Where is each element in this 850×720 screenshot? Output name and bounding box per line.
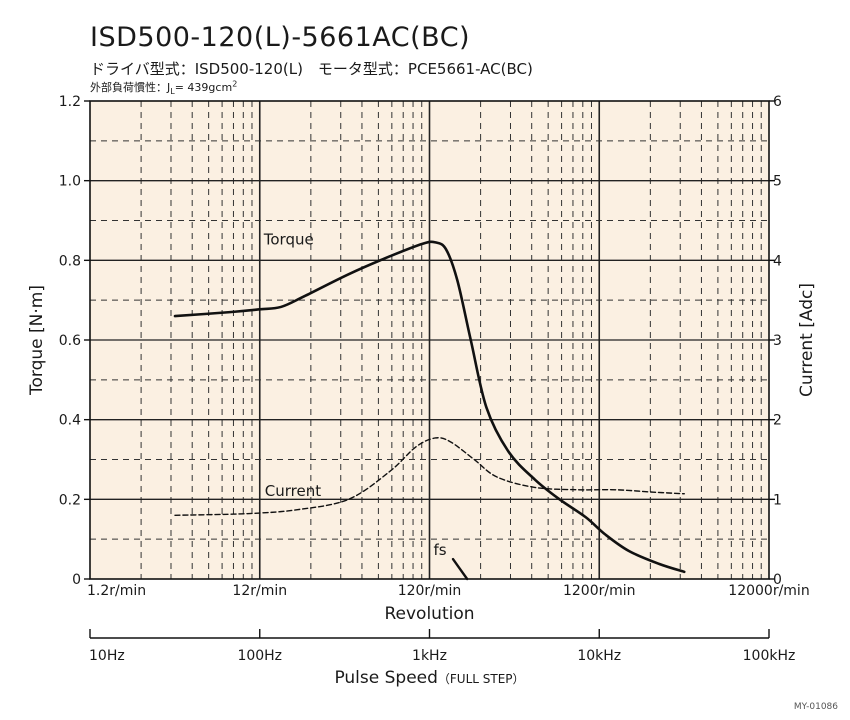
series-label-current: Current: [265, 482, 321, 500]
pulse-axis-tick-label: 10kHz: [577, 648, 621, 664]
y-right-tick-label: 0: [773, 572, 782, 588]
pulse-axis-tick-label: 1kHz: [412, 648, 447, 664]
load-inertia-subscript: L: [170, 87, 175, 97]
pulse-axis-tick-label: 100kHz: [743, 648, 796, 664]
y-left-tick-label: 0: [72, 572, 81, 588]
y-left-tick-label: 1.2: [59, 94, 81, 110]
y-left-axis-title: Torque [N·m]: [27, 285, 47, 396]
series-line-current: [174, 437, 685, 516]
pulse-axis-title: Pulse Speed（FULL STEP）: [334, 668, 524, 688]
x-axis-title: Revolution: [384, 604, 474, 624]
load-inertia-label: 外部負荷慣性：JL= 439gcm2: [90, 79, 237, 96]
y-left-tick-label: 0.8: [59, 253, 81, 269]
pulse-axis-tick-label: 10Hz: [89, 648, 125, 664]
load-inertia-value: = 439gcm: [174, 81, 233, 94]
x-tick-label: 1.2r/min: [87, 583, 146, 599]
y-right-axis-title: Current [Adc]: [797, 283, 817, 397]
pulse-axis-tick-label: 100Hz: [237, 648, 282, 664]
x-tick-label: 120r/min: [398, 583, 462, 599]
x-tick-label: 1200r/min: [563, 583, 636, 599]
chart-title: ISD500-120(L)-5661AC(BC): [90, 22, 471, 53]
y-right-tick-label: 2: [773, 413, 782, 429]
series-line-fs: [451, 557, 469, 581]
y-left-tick-label: 0.4: [59, 413, 81, 429]
x-tick-label: 12000r/min: [728, 583, 809, 599]
load-inertia-prefix: 外部負荷慣性：J: [90, 81, 171, 94]
figure-code: MY-01086: [793, 702, 838, 712]
pulse-axis-title-note: （FULL STEP）: [438, 672, 525, 686]
y-right-tick-label: 4: [773, 253, 782, 269]
x-tick-label: 12r/min: [232, 583, 287, 599]
chart-subtitle: ドライバ型式：ISD500-120(L) モータ型式：PCE5661-AC(BC…: [90, 60, 533, 78]
load-inertia-superscript: 2: [232, 79, 238, 89]
y-right-tick-label: 3: [773, 333, 782, 349]
y-right-tick-label: 6: [773, 94, 782, 110]
series-label-fs: fs: [434, 541, 447, 559]
y-left-tick-label: 0.6: [59, 333, 81, 349]
grid: [90, 101, 769, 579]
y-left-tick-label: 0.2: [59, 492, 81, 508]
y-right-tick-label: 1: [773, 492, 782, 508]
y-right-tick-label: 5: [773, 174, 782, 190]
series-label-torque: Torque: [263, 230, 314, 248]
y-left-tick-label: 1.0: [59, 174, 81, 190]
pulse-axis-title-main: Pulse Speed: [334, 668, 437, 688]
series-line-torque: [173, 240, 686, 574]
